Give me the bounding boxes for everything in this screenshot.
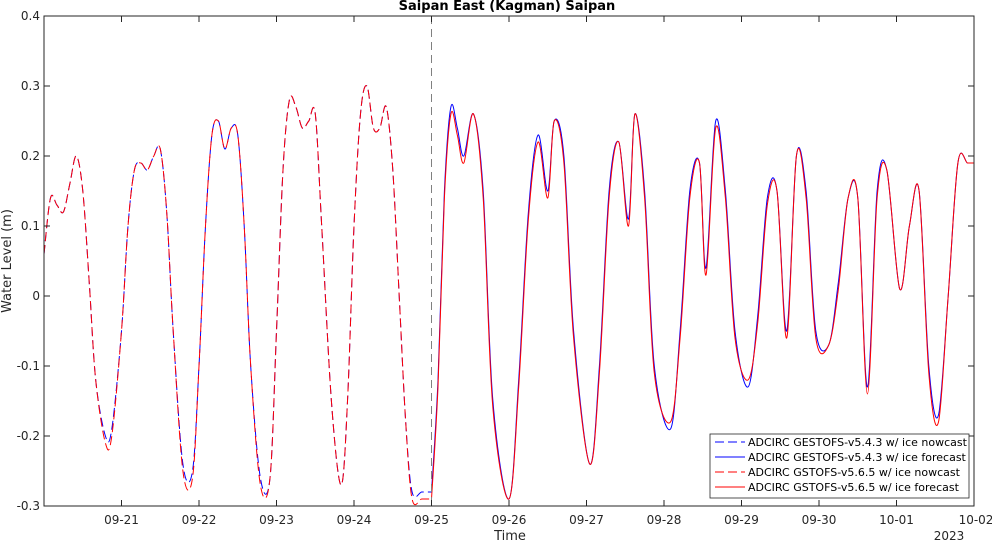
x-tick-label: 09-27 [569,513,604,527]
year-label: 2023 [934,529,965,541]
y-tick-label: 0.3 [21,79,40,93]
x-tick-label: 10-01 [879,513,914,527]
y-tick-label: 0.4 [21,9,40,23]
legend-label: ADCIRC GESTOFS-v5.4.3 w/ ice nowcast [748,436,968,449]
y-axis: -0.3 -0.2 -0.1 0 0.1 0.2 0.3 0.4 [17,9,974,513]
x-tick-label: 09-22 [182,513,217,527]
x-tick-label: 09-24 [337,513,372,527]
legend-label: ADCIRC GSTOFS-v5.6.5 w/ ice nowcast [748,466,961,479]
x-tick-label: 09-23 [259,513,294,527]
x-tick-label: 10-02 [959,513,992,527]
plot-background [44,16,974,506]
x-tick-label: 09-21 [104,513,139,527]
x-tick-label: 09-30 [802,513,837,527]
legend: ADCIRC GESTOFS-v5.4.3 w/ ice nowcast ADCI… [709,433,970,499]
x-tick-label: 09-28 [647,513,682,527]
legend-box [709,433,970,499]
y-tick-label: -0.3 [17,499,40,513]
x-axis: 09-21 09-22 09-23 09-24 09-25 09-26 09-27 09-28… [104,16,992,527]
series-layer [43,85,974,506]
chart-title: Saipan East (Kagman) Saipan [399,0,616,14]
x-tick-label: 09-25 [414,513,449,527]
y-tick-label: 0 [32,289,40,303]
y-tick-label: 0.2 [21,149,40,163]
legend-entry-gestofs-nowcast: ADCIRC GESTOFS-v5.4.3 w/ ice nowcast [715,436,968,449]
x-tick-label: 09-26 [492,513,527,527]
legend-label: ADCIRC GESTOFS-v5.4.3 w/ ice forecast [748,451,967,464]
legend-entry-gstofs-nowcast: ADCIRC GSTOFS-v5.6.5 w/ ice nowcast [715,466,961,479]
legend-entry-gestofs-forecast: ADCIRC GESTOFS-v5.4.3 w/ ice forecast [715,451,967,464]
y-tick-label: -0.1 [17,359,40,373]
x-tick-label: 09-29 [724,513,759,527]
plot-area [43,15,975,507]
series-gstofs-forecast [431,111,974,500]
y-tick-label: 0.1 [21,219,40,233]
legend-label: ADCIRC GSTOFS-v5.6.5 w/ ice forecast [748,481,960,494]
legend-entry-gstofs-forecast: ADCIRC GSTOFS-v5.6.5 w/ ice forecast [715,481,960,494]
x-axis-label: Time [493,529,526,541]
y-axis-label: Water Level (m) [0,209,15,313]
y-tick-label: -0.2 [17,429,40,443]
